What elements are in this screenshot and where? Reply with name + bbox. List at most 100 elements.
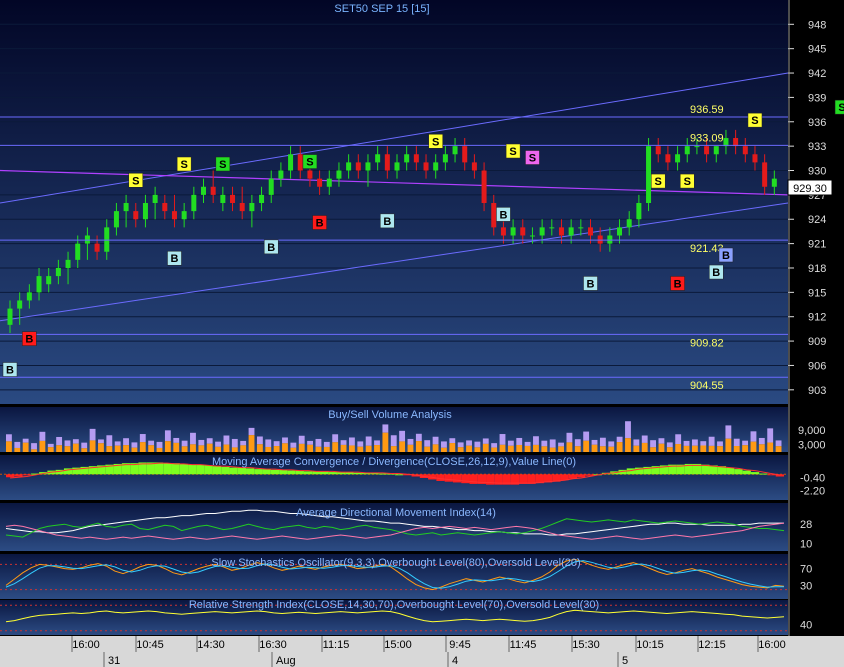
stoch-tick-label: 30 [800,580,812,592]
macd-bar [130,463,139,475]
candle-body [317,178,323,187]
volume-sell-bar [733,438,740,447]
volume-buy-bar [39,440,46,452]
volume-buy-bar [533,444,539,452]
volume-buy-bar [181,446,188,452]
candle-body [626,219,632,228]
adx-tick-label: 10 [800,539,812,551]
volume-buy-bar [365,445,372,452]
volume-buy-bar [340,444,347,452]
adx-line [5,509,784,536]
macd-bar [6,474,15,478]
level-lines: 936.59 933.09 921.43 909.82 904.55 [0,104,788,392]
macd-bar [212,466,222,475]
candle-body [162,203,168,212]
volume-sell-bar [424,440,431,447]
volume-sell-bar [666,442,673,448]
macd-bar [568,474,578,479]
candle-body [239,203,245,212]
signal-box [650,173,666,189]
volume-buy-bar [666,447,673,452]
volume-sell-bar [98,439,104,444]
volume-sell-bar [64,440,71,447]
sell-signal: S [650,173,666,189]
candle-body [500,227,506,236]
candle-body [365,162,371,171]
candle-body [481,170,487,203]
volume-tick-label: 9,000 [798,425,826,437]
volume-buy-bar [131,447,138,452]
candle-body [607,235,613,244]
candle-body [142,203,148,220]
volume-buy-bar [315,446,322,452]
candle-body [84,235,90,244]
macd-bar [154,462,164,475]
price-tick-label: 933 [808,141,826,153]
volume-sell-bar [691,439,698,446]
price-tick-label: 936 [808,117,826,129]
price-tick-label: 903 [808,385,826,397]
rsi-panel-title: Relative Strength Index(CLOSE,14,30,70),… [189,599,599,611]
macd-bar [461,474,470,484]
volume-sell-bar [123,438,129,446]
volume-buy-bar [583,440,590,452]
macd-bar [196,464,205,475]
time-axis: 16:00 10:45 14:30 16:30 11:15 15:00 9:45 11:45 1… [71,636,786,667]
candle-body [191,194,197,212]
stoch-d-line [5,560,784,589]
volume-buy-bar [466,445,472,452]
volume-buy-bar [432,444,439,452]
candle-body [26,292,32,301]
sell-signal: S [302,154,318,169]
volume-tick-label: 3,000 [798,440,826,452]
macd-bar [229,467,238,475]
candle-body [597,235,603,244]
volume-buy-bar [240,445,247,452]
macd-bar [287,470,296,475]
signal-label: B [170,253,178,265]
candle-body [394,162,400,171]
buy-signal: B [22,331,37,346]
level-label: 936.59 [690,104,724,116]
volume-buy-bar [390,446,397,452]
volume-sell-bar [240,440,247,446]
volume-buy-bar [64,446,71,452]
macd-bar [279,469,288,475]
buy-signal: B [263,239,279,255]
volume-sell-bar [432,436,439,445]
macd-bar [510,474,520,485]
volume-buy-bar [190,444,196,452]
signal-box [505,143,521,159]
sell-signal: S [215,156,231,172]
stoch-panel-title: Slow Stochastics Oscillator(9,3,3),Overb… [211,557,580,569]
candle-body [259,194,265,203]
price-tick-label: 945 [808,44,826,56]
volume-sell-bar [282,437,288,444]
macd-bar [527,474,536,484]
candle-body [713,146,719,155]
macd-bar [171,463,180,475]
volume-bars: 9,000 3,000 [6,421,826,452]
volume-buy-bar [265,446,272,452]
candle-body [646,146,652,203]
last-price-tag [787,179,833,196]
macd-bar [750,472,760,475]
volume-buy-bar [658,443,665,452]
volume-sell-bar [14,441,21,448]
candle-body [133,211,139,220]
volume-sell-bar [47,443,54,448]
buy-signal: B [380,213,395,229]
volume-sell-bar [407,438,414,445]
volume-buy-bar [248,435,255,452]
volume-sell-bar [156,441,163,448]
volume-buy-bar [348,445,355,452]
macd-panel-title: Moving Average Convergence / Divergence(… [212,456,576,468]
volume-buy-bar [215,446,221,452]
buy-signal: B [709,264,724,280]
level-label: 921.43 [690,243,724,255]
macd-bar [55,469,64,475]
volume-sell-bar [399,430,406,442]
plus-di-line [5,518,785,538]
volume-sell-bar [750,431,757,442]
rsi-panel-bg [0,600,788,635]
